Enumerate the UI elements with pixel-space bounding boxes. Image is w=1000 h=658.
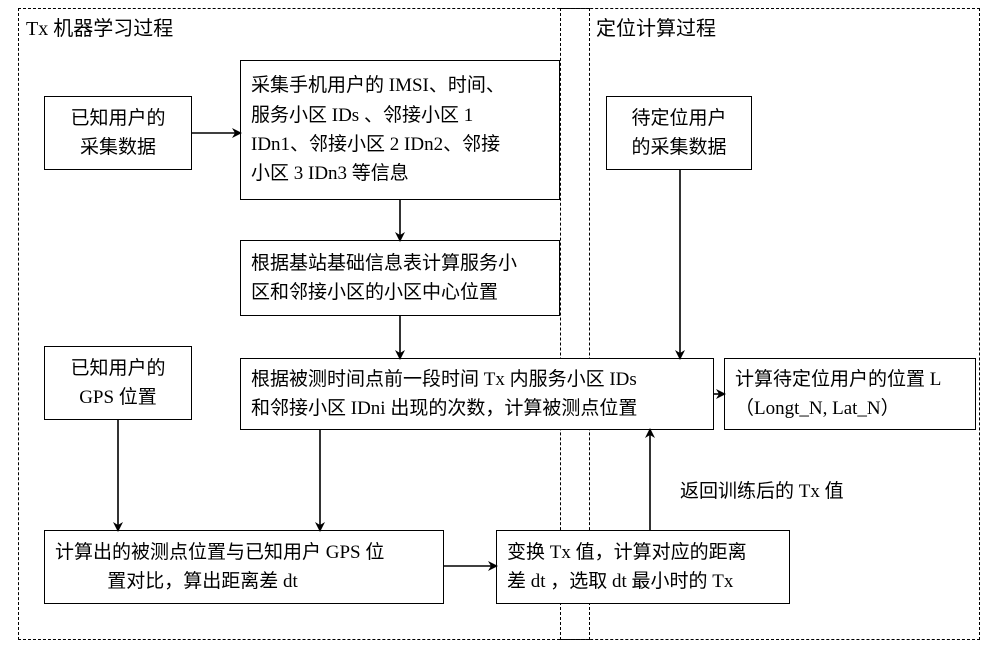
panel-tx-ml-title: Tx 机器学习过程 [26, 12, 173, 41]
diagram-canvas: Tx 机器学习过程 定位计算过程 已知用户的 采集数据 采集手机用户的 IMSI… [0, 0, 1000, 658]
box-center-calc: 根据基站基础信息表计算服务小 区和邻接小区的小区中心位置 [240, 240, 560, 316]
box-point-calc: 根据被测时间点前一段时间 Tx 内服务小区 IDs 和邻接小区 IDni 出现的… [240, 358, 714, 430]
box-known-user-data-text: 已知用户的 采集数据 [55, 104, 181, 163]
box-known-gps-text: 已知用户的 GPS 位置 [55, 354, 181, 413]
box-vary-tx-text: 变换 Tx 值，计算对应的距离 差 dt ，选取 dt 最小时的 Tx [507, 538, 779, 597]
box-point-calc-text: 根据被测时间点前一段时间 Tx 内服务小区 IDs 和邻接小区 IDni 出现的… [251, 365, 703, 424]
box-compare: 计算出的被测点位置与已知用户 GPS 位 置对比，算出距离差 dt [44, 530, 444, 604]
box-collect-info-text: 采集手机用户的 IMSI、时间、 服务小区 IDs 、邻接小区 1 IDn1、邻… [251, 71, 549, 189]
panel-locate-title: 定位计算过程 [596, 12, 716, 41]
box-center-calc-text: 根据基站基础信息表计算服务小 区和邻接小区的小区中心位置 [251, 249, 549, 308]
label-return-tx: 返回训练后的 Tx 值 [680, 476, 844, 503]
box-vary-tx: 变换 Tx 值，计算对应的距离 差 dt ，选取 dt 最小时的 Tx [496, 530, 790, 604]
box-known-user-data: 已知用户的 采集数据 [44, 96, 192, 170]
box-compare-text: 计算出的被测点位置与已知用户 GPS 位 置对比，算出距离差 dt [55, 538, 433, 597]
box-known-gps: 已知用户的 GPS 位置 [44, 346, 192, 420]
box-pending-user-data: 待定位用户 的采集数据 [606, 96, 752, 170]
box-result: 计算待定位用户的位置 L （Longt_N, Lat_N） [724, 358, 976, 430]
box-pending-user-data-text: 待定位用户 的采集数据 [617, 104, 741, 163]
box-result-text: 计算待定位用户的位置 L （Longt_N, Lat_N） [735, 365, 965, 424]
box-collect-info: 采集手机用户的 IMSI、时间、 服务小区 IDs 、邻接小区 1 IDn1、邻… [240, 60, 560, 200]
